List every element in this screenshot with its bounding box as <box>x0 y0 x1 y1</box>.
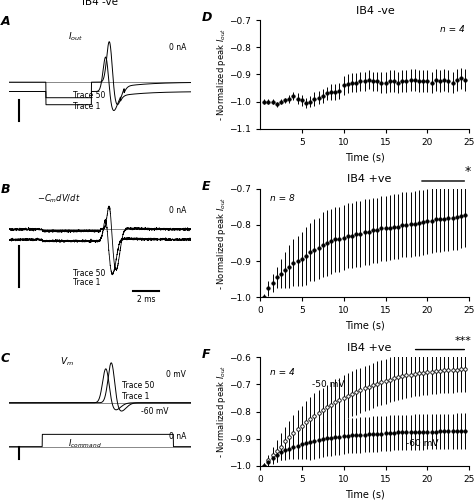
Y-axis label: - Normalized peak $I_{out}$: - Normalized peak $I_{out}$ <box>215 28 228 121</box>
Text: IB4 +ve: IB4 +ve <box>346 343 391 353</box>
Text: E: E <box>201 180 210 193</box>
Text: n = 4: n = 4 <box>440 26 465 35</box>
Text: *: * <box>465 165 471 178</box>
Text: 0 nA: 0 nA <box>169 205 186 214</box>
Text: IB4 -ve: IB4 -ve <box>356 6 394 16</box>
Text: $-C_m dV/dt$: $-C_m dV/dt$ <box>37 193 80 205</box>
Text: 0 mV: 0 mV <box>166 370 186 379</box>
Text: C: C <box>0 352 9 365</box>
Text: -50 mV: -50 mV <box>312 380 345 389</box>
Text: D: D <box>201 12 212 25</box>
X-axis label: Time (s): Time (s) <box>345 489 384 499</box>
Text: Trace 1: Trace 1 <box>73 279 100 288</box>
Text: -60 mV: -60 mV <box>407 439 439 448</box>
X-axis label: Time (s): Time (s) <box>345 321 384 331</box>
Text: IB4 -ve: IB4 -ve <box>82 0 118 7</box>
Y-axis label: - Normalized peak $I_{out}$: - Normalized peak $I_{out}$ <box>215 196 228 290</box>
Y-axis label: - Normalized peak $I_{out}$: - Normalized peak $I_{out}$ <box>215 365 228 458</box>
Text: n = 8: n = 8 <box>271 194 295 203</box>
Text: Trace 1: Trace 1 <box>122 391 150 400</box>
Text: Trace 50: Trace 50 <box>122 381 155 390</box>
Text: $V_m$: $V_m$ <box>61 356 74 368</box>
Text: Trace 50: Trace 50 <box>73 269 106 278</box>
Text: $I_{out}$: $I_{out}$ <box>68 31 83 43</box>
Text: 2 ms: 2 ms <box>137 295 155 304</box>
Text: 0 nA: 0 nA <box>169 44 186 53</box>
Text: -60 mV: -60 mV <box>140 407 168 416</box>
Text: ***: *** <box>455 336 471 346</box>
X-axis label: Time (s): Time (s) <box>345 152 384 162</box>
Text: F: F <box>201 349 210 362</box>
Text: IB4 +ve: IB4 +ve <box>346 174 391 184</box>
Text: $I_{command}$: $I_{command}$ <box>68 437 101 450</box>
Text: Trace 50: Trace 50 <box>73 91 106 100</box>
Text: n = 4: n = 4 <box>271 368 295 377</box>
Text: B: B <box>0 183 10 196</box>
Text: Trace 1: Trace 1 <box>73 102 100 111</box>
Text: A: A <box>0 15 10 28</box>
Text: 0 nA: 0 nA <box>169 432 186 441</box>
